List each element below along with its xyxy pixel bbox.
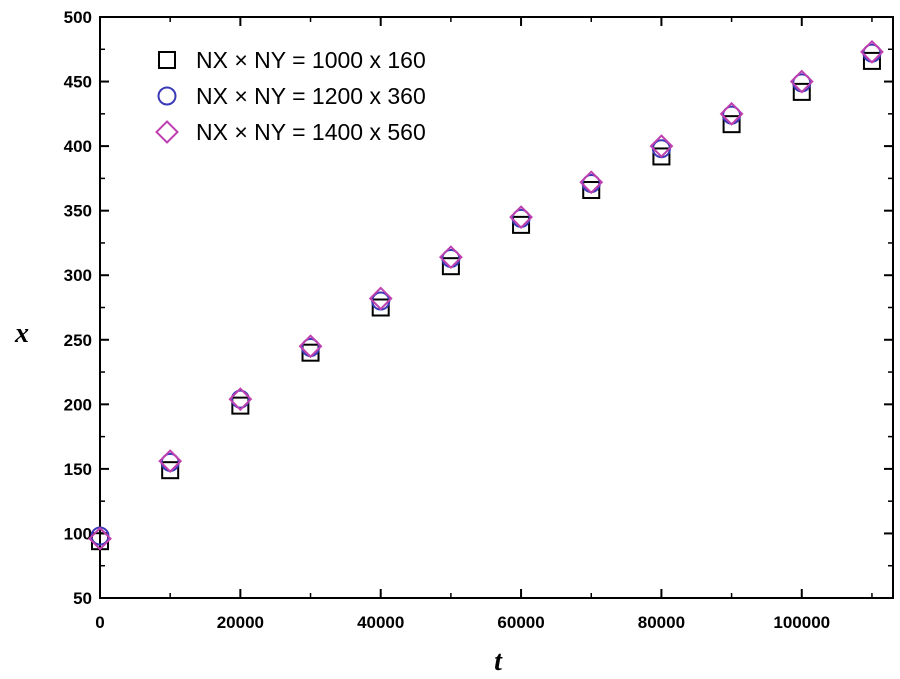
y-tick-label: 50 bbox=[73, 589, 92, 608]
y-tick-label: 100 bbox=[64, 524, 92, 543]
x-tick-label: 80000 bbox=[638, 613, 685, 632]
legend-label: NX × NY = 1000 x 160 bbox=[196, 47, 426, 73]
series-diamond bbox=[88, 39, 884, 551]
y-tick-label: 150 bbox=[64, 460, 92, 479]
legend-marker-diamond bbox=[155, 120, 179, 144]
data-point-square bbox=[792, 82, 811, 101]
data-point-circle bbox=[230, 389, 250, 409]
x-tick-label: 40000 bbox=[357, 613, 404, 632]
y-tick-label: 450 bbox=[64, 73, 92, 92]
data-point-diamond bbox=[860, 39, 884, 64]
legend: NX × NY = 1000 x 160 NX × NY = 1200 x 360… bbox=[155, 47, 426, 145]
y-tick-label: 300 bbox=[64, 266, 92, 285]
y-axis-title: x bbox=[14, 318, 29, 349]
data-point-diamond bbox=[649, 134, 674, 159]
data-point-diamond bbox=[579, 170, 604, 195]
x-axis-title: t bbox=[494, 646, 503, 677]
legend-marker-square bbox=[158, 51, 176, 69]
axis-tick-labels: 0 20000 40000 60000 80000 100000 50 100 150 200 25… bbox=[64, 8, 831, 632]
x-tick-label: 100000 bbox=[773, 613, 830, 632]
data-point-square bbox=[441, 257, 460, 276]
x-tick-label: 60000 bbox=[497, 613, 544, 632]
legend-marker-circle bbox=[157, 86, 177, 106]
y-tick-label: 400 bbox=[64, 137, 92, 156]
data-point-diamond bbox=[228, 387, 253, 412]
data-point-square bbox=[301, 343, 320, 362]
x-tick-label: 0 bbox=[95, 613, 104, 632]
data-point-diamond bbox=[719, 101, 744, 126]
data-point-square bbox=[512, 215, 531, 234]
data-point-diamond bbox=[88, 526, 112, 551]
y-tick-label: 250 bbox=[64, 331, 92, 350]
data-point-diamond bbox=[438, 245, 463, 270]
y-tick-label: 500 bbox=[64, 8, 92, 27]
y-tick-label: 350 bbox=[64, 202, 92, 221]
data-point-square bbox=[161, 461, 180, 480]
axis-ticks bbox=[99, 16, 893, 599]
data-point-diamond bbox=[789, 69, 814, 94]
data-point-diamond bbox=[298, 334, 323, 359]
data-point-square bbox=[371, 298, 390, 317]
data-point-diamond bbox=[368, 286, 393, 311]
data-point-diamond bbox=[158, 449, 183, 474]
legend-label: NX × NY = 1200 x 360 bbox=[196, 83, 426, 109]
data-point-square bbox=[231, 396, 250, 415]
data-point-diamond bbox=[509, 205, 533, 230]
series-square bbox=[91, 51, 881, 551]
x-tick-label: 20000 bbox=[217, 613, 264, 632]
data-point-square bbox=[652, 147, 671, 166]
data-markers bbox=[88, 39, 884, 551]
data-point-square bbox=[862, 51, 881, 70]
data-point-square bbox=[722, 115, 741, 134]
legend-label: NX × NY = 1400 x 560 bbox=[196, 119, 426, 145]
data-point-square bbox=[582, 181, 601, 200]
y-tick-label: 200 bbox=[64, 395, 92, 414]
